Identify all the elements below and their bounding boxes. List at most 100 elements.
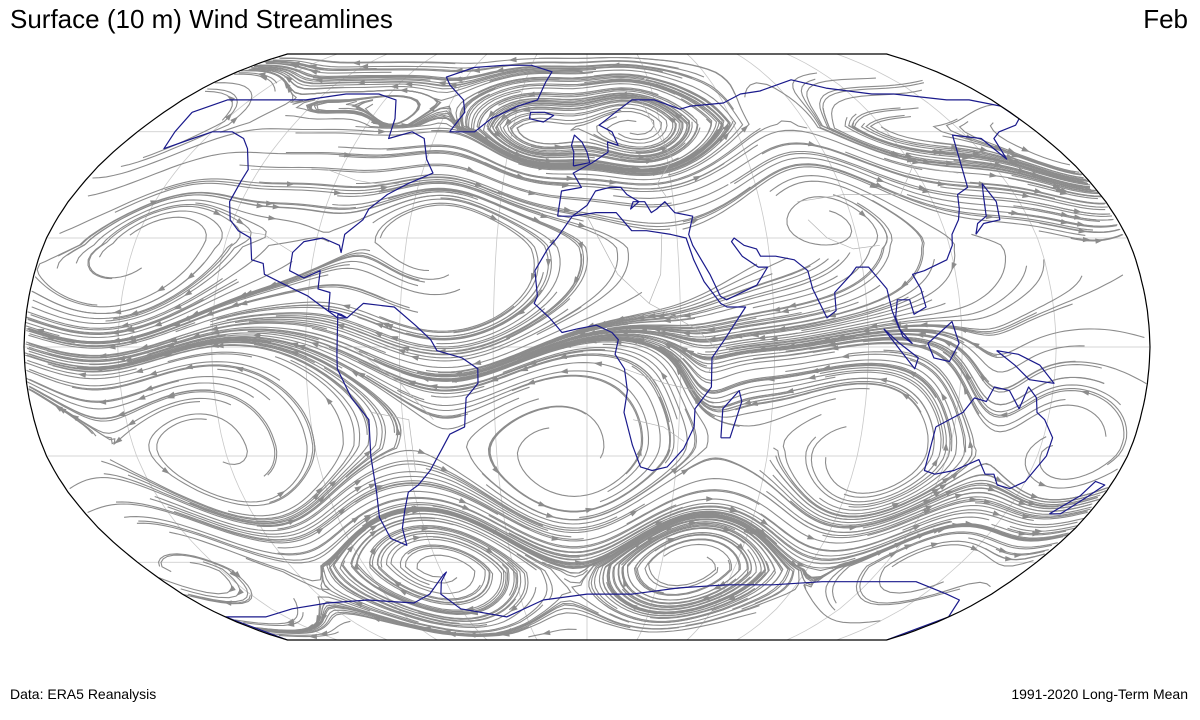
streamline-arrow [970,545,979,552]
streamline-arrow [989,172,998,178]
coastline-british-isles [570,134,591,167]
streamline [321,508,548,632]
streamline [989,122,1071,166]
streamline-arrow [693,175,702,182]
streamline-arrow [363,516,373,523]
streamline-arrow [1021,146,1030,152]
country-border [640,99,673,199]
streamline-arrow [1005,556,1014,562]
streamline-arrow [528,189,537,196]
streamline-arrow [1076,221,1086,227]
streamline [377,530,515,601]
streamline-arrow [1038,481,1047,487]
streamline-arrow [277,490,286,498]
streamline-arrow [526,379,536,385]
streamline-arrow [1018,499,1027,505]
streamline [803,524,1068,624]
streamline [357,197,552,341]
streamline-arrow [979,373,987,382]
streamline-arrow [652,170,661,177]
streamline [36,191,356,306]
streamline [810,371,942,503]
streamline [613,142,1056,200]
streamline-arrow [651,326,661,333]
streamline-arrow [227,585,236,593]
streamline-arrow [312,492,320,501]
streamline-arrow [1007,147,1016,154]
streamline-arrow [191,332,201,338]
streamline-arrow [679,346,688,353]
coastline-south-america [336,302,479,546]
streamline-arrow [437,80,446,87]
streamline-arrow [940,392,948,401]
streamline-arrow [319,630,328,636]
streamline [602,521,769,617]
streamline-arrow [593,361,603,367]
streamline-arrow [508,56,517,63]
streamline [366,374,644,475]
streamline-arrow [1059,189,1069,195]
streamline-arrow [94,366,103,372]
streamline-arrow [1032,531,1041,537]
streamline [396,353,675,464]
streamline-arrow [1031,171,1040,177]
streamline-arrow [233,571,242,579]
streamline-arrow [338,507,347,515]
streamline [31,389,232,434]
streamline-arrow [500,113,508,122]
country-border [648,303,719,373]
streamline-arrow [373,331,383,338]
streamline-arrow [356,79,365,86]
coastline-new-zealand [1049,480,1106,515]
coastline-africa [533,212,747,472]
streamline-arrow [398,589,408,596]
streamline-arrow [412,535,422,541]
streamline-arrow [315,527,324,535]
streamline-arrow [912,524,922,531]
streamline [158,561,233,595]
streamline-arrow [931,488,940,495]
streamline-arrow [341,304,351,310]
streamline-arrow [546,512,555,518]
country-border [352,346,434,420]
map-frame [23,53,1151,641]
streamline-arrow [876,550,885,556]
streamline-arrow [417,448,427,455]
streamline-arrow [876,176,885,183]
streamline-arrow [380,185,389,191]
data-source-label: Data: ERA5 Reanalysis [10,686,157,702]
streamline-arrow [563,206,573,213]
streamline-arrow [290,351,299,357]
streamline-arrow [810,367,819,374]
streamline-arrow [901,392,910,400]
streamline-arrow [588,338,597,344]
streamline [361,506,778,564]
streamline [355,519,537,612]
streamline-arrow [210,342,219,348]
streamline-arrow [1005,153,1015,159]
streamline-arrow [110,329,119,335]
streamline-arrow [638,154,647,160]
streamline [356,519,503,611]
country-border [633,419,685,442]
streamline [729,150,1111,215]
streamline-arrow [313,619,322,627]
country-border [238,230,293,253]
streamline-arrow [878,377,888,384]
coastline-greenland [445,64,553,133]
streamline-arrow [127,419,136,426]
streamline [621,532,752,609]
streamline-arrow [760,518,769,526]
streamline-arrow [660,145,669,153]
streamline-arrow [134,367,144,373]
streamline-arrow [573,276,580,285]
streamline-arrow [332,551,341,560]
streamline-arrow [551,535,560,541]
streamline-arrow [891,502,901,509]
streamline-arrow [148,370,158,376]
streamline-arrow [509,604,518,612]
coastline-borneo [927,321,960,363]
streamline-arrow [353,479,363,486]
map-content [24,54,1150,640]
